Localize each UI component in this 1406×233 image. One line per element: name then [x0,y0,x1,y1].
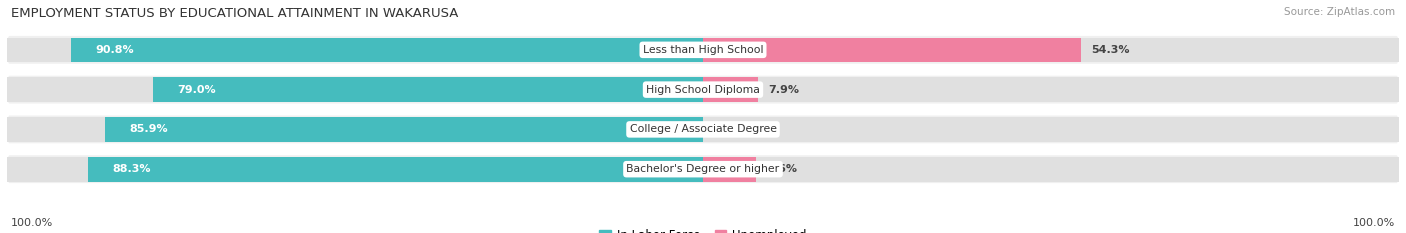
Text: 54.3%: 54.3% [1091,45,1130,55]
Text: Bachelor's Degree or higher: Bachelor's Degree or higher [627,164,779,174]
Text: College / Associate Degree: College / Associate Degree [630,124,776,134]
FancyBboxPatch shape [7,36,1399,64]
Text: 100.0%: 100.0% [1353,218,1395,228]
Bar [7,157,703,182]
Bar [703,157,756,182]
Bar [7,77,703,102]
Text: Source: ZipAtlas.com: Source: ZipAtlas.com [1284,7,1395,17]
Text: EMPLOYMENT STATUS BY EDUCATIONAL ATTAINMENT IN WAKARUSA: EMPLOYMENT STATUS BY EDUCATIONAL ATTAINM… [11,7,458,20]
FancyBboxPatch shape [7,76,1399,103]
Bar [703,38,1081,62]
Text: Less than High School: Less than High School [643,45,763,55]
Bar [89,157,703,182]
Text: 90.8%: 90.8% [96,45,134,55]
Text: 79.0%: 79.0% [177,85,217,95]
FancyBboxPatch shape [7,155,1399,183]
Text: 7.6%: 7.6% [766,164,797,174]
Text: High School Diploma: High School Diploma [647,85,759,95]
FancyBboxPatch shape [7,116,1399,143]
Bar [703,157,1399,182]
Bar [105,117,703,142]
Text: 7.9%: 7.9% [769,85,800,95]
Bar [153,77,703,102]
Text: 85.9%: 85.9% [129,124,169,134]
Bar [703,117,1399,142]
Legend: In Labor Force, Unemployed: In Labor Force, Unemployed [595,225,811,233]
Bar [7,117,703,142]
Bar [703,77,758,102]
Text: 88.3%: 88.3% [112,164,152,174]
Bar [72,38,703,62]
Text: 100.0%: 100.0% [11,218,53,228]
Bar [7,38,703,62]
Bar [703,38,1399,62]
Bar [703,77,1399,102]
Text: 0.0%: 0.0% [713,124,744,134]
